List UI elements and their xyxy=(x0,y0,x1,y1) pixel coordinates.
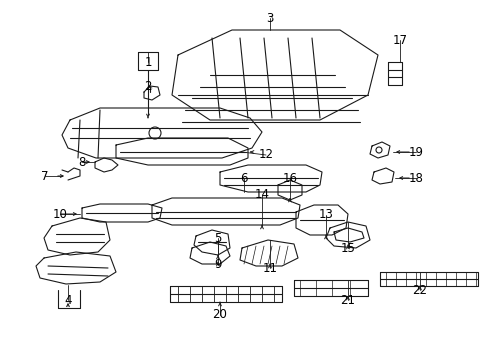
Text: 5: 5 xyxy=(214,231,221,244)
Text: 11: 11 xyxy=(262,261,277,274)
Text: 17: 17 xyxy=(392,33,407,46)
Text: 15: 15 xyxy=(340,242,355,255)
Text: 18: 18 xyxy=(408,171,423,184)
Text: 20: 20 xyxy=(212,309,227,321)
Text: 21: 21 xyxy=(340,293,355,306)
Text: 19: 19 xyxy=(407,145,423,158)
Text: 7: 7 xyxy=(41,170,49,183)
Text: 22: 22 xyxy=(412,284,427,297)
Text: 10: 10 xyxy=(52,207,67,220)
Text: 1: 1 xyxy=(144,55,151,68)
Text: 3: 3 xyxy=(266,12,273,24)
Text: 12: 12 xyxy=(258,148,273,162)
Text: 9: 9 xyxy=(214,258,221,271)
Text: 2: 2 xyxy=(144,81,151,94)
Text: 16: 16 xyxy=(282,171,297,184)
Text: 14: 14 xyxy=(254,189,269,202)
Text: 4: 4 xyxy=(64,293,72,306)
Text: 6: 6 xyxy=(240,171,247,184)
Text: 8: 8 xyxy=(78,156,85,168)
Text: 13: 13 xyxy=(318,208,333,221)
